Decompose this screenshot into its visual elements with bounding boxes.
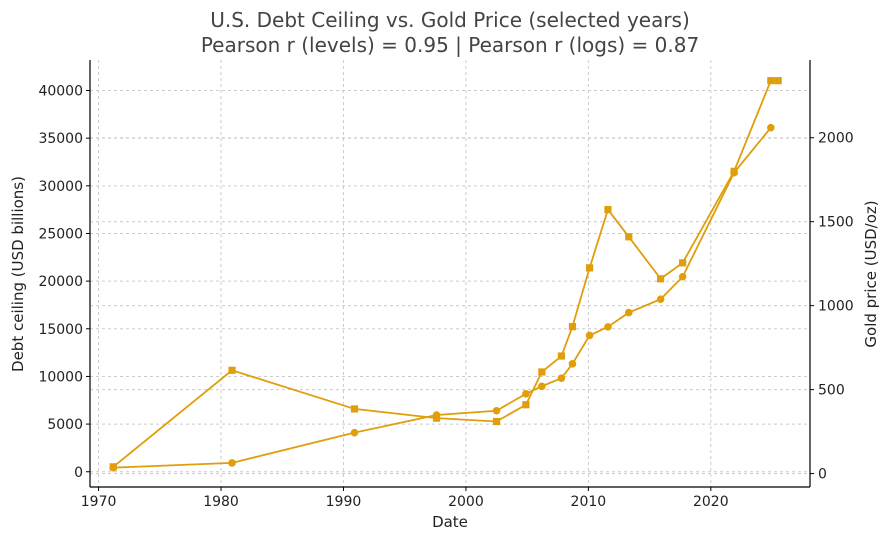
data-point (730, 167, 738, 175)
chart-subtitle: Pearson r (levels) = 0.95 | Pearson r (l… (201, 33, 699, 57)
left-y-tick-label: 15000 (38, 322, 83, 338)
data-point (767, 77, 775, 85)
data-point (656, 295, 665, 304)
data-point (350, 428, 359, 437)
data-point (557, 352, 566, 360)
data-point (568, 323, 577, 331)
x-tick-label: 1980 (203, 494, 239, 510)
data-point (678, 272, 687, 281)
chart-title: U.S. Debt Ceiling vs. Gold Price (select… (210, 8, 690, 32)
data-point (492, 406, 501, 415)
left-y-tick-label: 5000 (47, 417, 83, 433)
series-gold-price (109, 77, 782, 471)
data-point (585, 264, 594, 272)
right-y-tick-label: 500 (818, 383, 845, 399)
left-y-tick-label: 20000 (38, 274, 83, 290)
tick-labels: 1970 1980 1990 2000 2010 20200500010000150002… (38, 84, 853, 511)
x-tick-label: 1970 (81, 494, 117, 510)
left-y-tick-label: 40000 (38, 84, 83, 100)
left-y-tick-label: 0 (74, 465, 83, 481)
data-point (774, 77, 782, 85)
left-y-tick-label: 30000 (38, 179, 83, 195)
data-point (492, 417, 501, 426)
data-point (538, 368, 546, 376)
data-point (350, 405, 359, 413)
x-tick-label: 2010 (571, 494, 607, 510)
data-point (228, 366, 236, 374)
data-point (522, 389, 530, 398)
left-y-tick-label: 10000 (38, 369, 83, 385)
data-point (624, 308, 633, 317)
data-point (432, 414, 441, 422)
left-y-tick-label: 35000 (38, 131, 83, 147)
data-point (109, 463, 117, 471)
data-point (557, 374, 566, 382)
data-point (522, 401, 530, 409)
right-y-tick-label: 1500 (818, 215, 854, 231)
axes (86, 60, 814, 491)
series-layer (109, 77, 782, 472)
series-line (113, 127, 772, 469)
data-point (568, 360, 577, 368)
data-point (604, 206, 612, 214)
left-y-tick-label: 25000 (38, 226, 83, 242)
right-y-axis-label: Gold price (USD/oz) (862, 200, 880, 347)
grid (90, 60, 810, 487)
right-y-tick-label: 0 (818, 467, 827, 483)
x-tick-label: 1990 (326, 494, 362, 510)
data-point (585, 331, 594, 340)
x-tick-label: 2020 (693, 494, 729, 510)
right-y-tick-label: 1000 (818, 299, 854, 315)
left-y-axis-label: Debt ceiling (USD billions) (9, 176, 27, 372)
x-axis-label: Date (432, 513, 468, 531)
data-point (657, 275, 665, 283)
right-y-tick-label: 2000 (818, 131, 854, 147)
x-tick-label: 2000 (448, 494, 484, 510)
data-point (767, 123, 775, 132)
data-point (625, 233, 633, 241)
data-point (538, 382, 546, 391)
data-point (604, 323, 612, 331)
data-point (679, 259, 687, 267)
data-point (228, 459, 236, 467)
